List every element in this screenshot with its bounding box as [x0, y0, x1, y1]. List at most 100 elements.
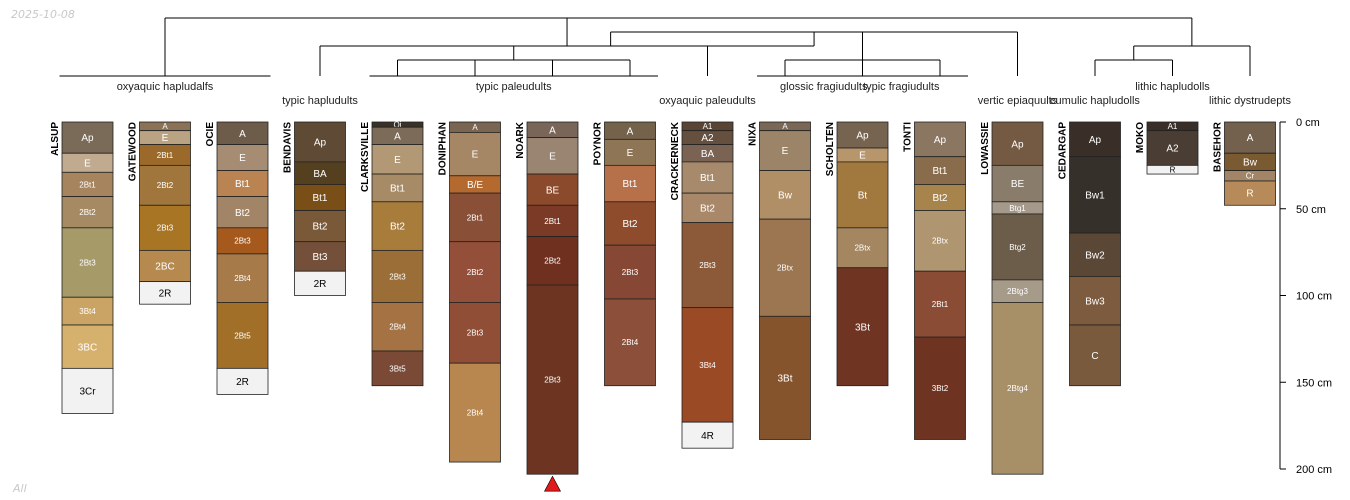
taxon-group: typic fragiudults [834, 75, 968, 93]
dendrogram [87, 17, 1251, 77]
profile-cedargap: CEDARGAP Ap Bw1 Bw2 Bw3 C [1058, 121, 1121, 387]
horizon-label: Btg2 [1009, 243, 1026, 252]
horizon-block [991, 121, 1044, 166]
profile-noark: NOARK A E BE 2Bt1 2Bt2 2Bt3 [515, 121, 579, 492]
horizon-block [914, 156, 966, 185]
horizon-label: Bt2 [235, 208, 250, 219]
horizon-label: BE [546, 185, 560, 196]
horizon-label: Bt [858, 190, 868, 201]
horizon-label: 2BC [155, 262, 174, 273]
horizon-label: C [1091, 351, 1098, 362]
horizon-label: B/E [467, 180, 483, 191]
horizon-label: A [162, 122, 168, 131]
horizon-label: Ap [856, 131, 869, 142]
horizon-label: 2Bt1 [932, 300, 949, 309]
horizon-block [449, 241, 501, 303]
horizon-label: Ap [314, 138, 327, 149]
horizon-label: Bt2 [700, 203, 715, 214]
horizon-label: 2Bt3 [544, 376, 561, 385]
horizon-label: Bt1 [932, 166, 947, 177]
horizon-block [681, 192, 734, 224]
horizon-block [914, 336, 966, 440]
taxon-label: lithic hapludolls [1135, 81, 1210, 93]
horizon-label: 2Bt2 [544, 257, 561, 266]
horizon-label: 2Bt3 [234, 237, 251, 246]
horizon-label: Ap [934, 135, 947, 146]
horizon-label: BA [313, 169, 327, 180]
horizon-block [216, 367, 269, 395]
horizon-label: Ap [1011, 139, 1024, 150]
horizon-block [371, 144, 424, 175]
horizon-label: Oi [394, 120, 402, 129]
horizon-block [991, 213, 1044, 281]
horizon-block [991, 164, 1044, 203]
horizon-block [216, 196, 269, 229]
horizon-block [371, 350, 424, 387]
horizon-label: 2Bt4 [467, 408, 484, 417]
horizon-block [526, 204, 579, 237]
horizon-block [294, 121, 346, 163]
horizon-block [914, 121, 966, 158]
horizon-label: 2Btg3 [1007, 287, 1028, 296]
taxon-group: typic hapludults [282, 95, 358, 107]
horizon-label: R [1246, 189, 1253, 200]
profile-name: TONTI [903, 122, 914, 152]
profile-lowassie: LOWASSIE Ap BE Btg1 Btg2 2Btg3 2Btg4 [980, 121, 1044, 475]
horizon-label: E [239, 153, 246, 164]
taxon-label: glossic fragiudults [780, 81, 868, 93]
horizon-label: 2Bt3 [699, 261, 716, 270]
horizon-block [294, 210, 346, 243]
taxon-label: oxyaquic paleudults [659, 95, 756, 107]
horizon-label: A [1247, 133, 1254, 144]
taxon-label: vertic epiaquults [978, 95, 1058, 107]
horizon-label: 2Bt2 [467, 268, 484, 277]
horizon-label: Bt1 [622, 179, 637, 190]
horizon-label: E [394, 155, 401, 166]
horizon-block [61, 171, 114, 198]
horizon-label: 2Bt3 [157, 224, 174, 233]
horizon-block [681, 421, 734, 449]
horizon-block [371, 173, 424, 203]
profile-name: MOKO [1135, 122, 1146, 153]
horizon-block [216, 253, 269, 303]
horizon-label: 4R [701, 431, 714, 442]
horizon-label: 2Bt3 [389, 272, 406, 281]
profile-name: BASEHOR [1213, 121, 1224, 172]
horizon-label: 3Bt2 [932, 384, 949, 393]
horizon-block [216, 170, 269, 198]
horizon-block [61, 367, 114, 414]
horizon-label: Bt2 [932, 193, 947, 204]
horizon-block [604, 201, 656, 246]
truncation-marker [544, 475, 561, 492]
horizon-label: E [859, 151, 866, 162]
horizon-label: Bw [778, 190, 793, 201]
horizon-block [836, 121, 889, 149]
horizon-label: E [472, 150, 479, 161]
horizon-label: A1 [1168, 122, 1178, 131]
horizon-label: Bt1 [312, 193, 327, 204]
profile-bendavis: BENDAVIS Ap BA Bt1 Bt2 Bt3 2R [283, 121, 346, 296]
date-label: 2025-10-08 [11, 8, 75, 21]
horizon-label: A [472, 123, 478, 132]
profile-gatewood: GATEWOOD AE 2Bt1 2Bt2 2Bt3 2BC 2R [128, 121, 191, 305]
horizon-label: Ap [1089, 135, 1102, 146]
taxon-label: typic hapludults [282, 95, 358, 107]
taxon-group: lithic dystrudepts [1209, 95, 1291, 107]
horizon-label: Bt2 [390, 222, 405, 233]
horizon-block [139, 249, 191, 283]
profile-name: OCIE [205, 122, 216, 147]
horizon-block [1069, 121, 1121, 158]
horizon-label: Bw3 [1085, 296, 1105, 307]
horizon-label: Bt3 [312, 252, 327, 263]
horizon-block [449, 132, 501, 177]
profile-doniphan: DONIPHAN A E B/E 2Bt1 2Bt2 2Bt3 2Bt4 [438, 121, 501, 463]
horizon-label: Cr [1246, 172, 1255, 181]
horizon-block [914, 270, 966, 338]
depth-axis: 0 cm 50 cm 100 cm 150 cm 200 cm [1279, 117, 1332, 476]
horizon-label: A [394, 131, 401, 142]
horizon-block [1146, 130, 1199, 166]
taxonomy-labels: oxyaquic hapludalfs typic hapludults typic… [59, 75, 1291, 107]
horizon-block [759, 170, 811, 220]
horizon-label: 3Bt [855, 322, 870, 333]
